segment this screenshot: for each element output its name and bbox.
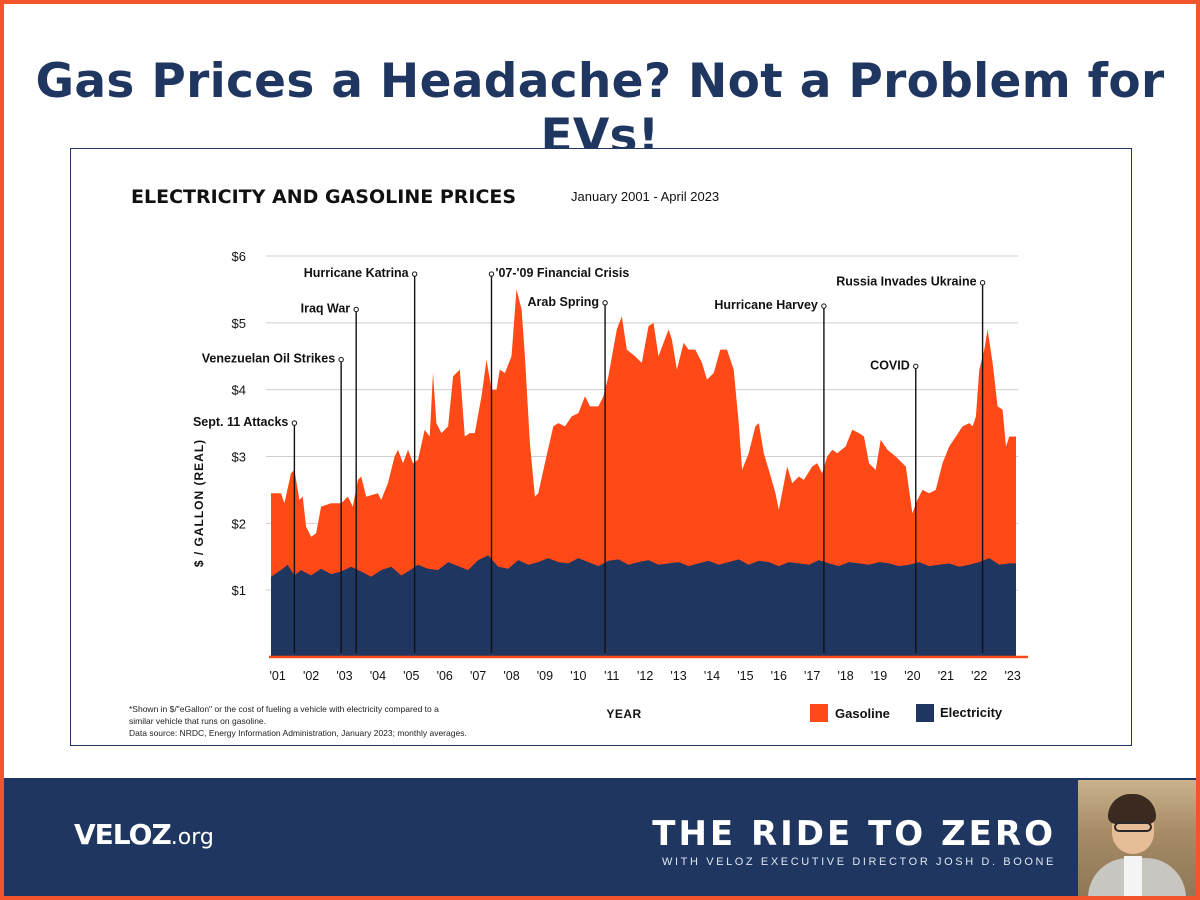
chart-panel: ELECTRICITY AND GASOLINE PRICES January … bbox=[70, 148, 1132, 746]
portrait-hair bbox=[1108, 794, 1156, 824]
annotation-dot bbox=[979, 280, 986, 286]
area-electricity bbox=[271, 555, 1016, 657]
footnote-line-3: Data source: NRDC, Energy Information Ad… bbox=[129, 728, 467, 738]
annotation-dot bbox=[353, 306, 359, 313]
portrait-collar bbox=[1124, 856, 1142, 896]
x-tick-label: '10 bbox=[570, 669, 586, 683]
x-tick-label: '14 bbox=[704, 669, 720, 683]
chart-legend: Gasoline Electricity bbox=[810, 704, 1003, 722]
legend-label-electricity: Electricity bbox=[940, 705, 1003, 720]
logo-main: VELOZ bbox=[74, 818, 172, 851]
annotation-dot bbox=[821, 303, 827, 309]
annotation-label: Hurricane Katrina bbox=[304, 266, 410, 280]
x-tick-label: '16 bbox=[771, 669, 787, 683]
x-tick-label: '21 bbox=[938, 669, 954, 683]
x-tick-label: '22 bbox=[971, 669, 987, 683]
y-axis-label: $ / GALLON (REAL) bbox=[192, 439, 206, 567]
annotation-label: Venezuelan Oil Strikes bbox=[202, 352, 335, 366]
chart-footnote: *Shown in $/"eGallon" or the cost of fue… bbox=[129, 704, 467, 738]
veloz-logo: VELOZ.org bbox=[74, 818, 214, 851]
y-tick-label: $2 bbox=[232, 516, 246, 531]
x-axis-label: YEAR bbox=[606, 707, 641, 721]
show-subtitle: WITH VELOZ EXECUTIVE DIRECTOR JOSH D. BO… bbox=[662, 856, 1056, 868]
x-tick-label: '01 bbox=[270, 669, 286, 683]
annotation-dot bbox=[488, 271, 495, 277]
annotation-label: Arab Spring bbox=[528, 295, 600, 309]
headline: Gas Prices a Headache? Not a Problem for… bbox=[35, 54, 1165, 164]
x-tick-label: '05 bbox=[403, 669, 419, 683]
portrait-glasses bbox=[1114, 822, 1152, 832]
x-tick-label: '23 bbox=[1005, 669, 1021, 683]
annotation-dot bbox=[291, 420, 298, 426]
annotation-dot bbox=[411, 271, 418, 277]
axes: $1 $2 $3 $4 $5 $6 '01 '02 '03 '04 '05 '06 '07 '08 '09 '… bbox=[232, 249, 1028, 683]
annotation-label: '07-'09 Financial Crisis bbox=[495, 266, 629, 280]
chart-title: ELECTRICITY AND GASOLINE PRICES bbox=[131, 186, 516, 208]
annotation-label: Iraq War bbox=[301, 301, 351, 315]
chart-subtitle: January 2001 - April 2023 bbox=[571, 189, 719, 204]
legend-label-gasoline: Gasoline bbox=[835, 706, 890, 721]
x-tick-label: '04 bbox=[370, 669, 386, 683]
x-tick-label: '13 bbox=[670, 669, 686, 683]
x-tick-label: '02 bbox=[303, 669, 319, 683]
logo-suffix: .org bbox=[170, 825, 214, 850]
annotation-dot bbox=[602, 300, 608, 306]
x-tick-label: '20 bbox=[904, 669, 920, 683]
x-tick-label: '11 bbox=[604, 669, 619, 683]
x-tick-label: '15 bbox=[737, 669, 753, 683]
y-tick-label: $6 bbox=[232, 249, 246, 264]
host-portrait bbox=[1078, 780, 1196, 896]
annotation-label: Sept. 11 Attacks bbox=[193, 415, 288, 429]
price-chart: ELECTRICITY AND GASOLINE PRICES January … bbox=[129, 186, 1028, 738]
y-tick-label: $3 bbox=[232, 450, 246, 465]
x-tick-label: '17 bbox=[804, 669, 820, 683]
annotation-dot bbox=[338, 356, 344, 363]
x-tick-label: '12 bbox=[637, 669, 653, 683]
footnote-line-1: *Shown in $/"eGallon" or the cost of fue… bbox=[129, 704, 439, 714]
area-series bbox=[271, 289, 1016, 657]
x-tick-label: '03 bbox=[336, 669, 352, 683]
x-tick-label: '18 bbox=[837, 669, 853, 683]
y-tick-label: $1 bbox=[232, 583, 246, 598]
y-tick-label: $5 bbox=[232, 316, 246, 331]
annotation-label: Russia Invades Ukraine bbox=[836, 275, 976, 289]
annotation-label: COVID bbox=[870, 358, 910, 372]
annotation-dot bbox=[913, 363, 919, 369]
annotation-label: Hurricane Harvey bbox=[714, 298, 818, 312]
x-tick-label: '09 bbox=[537, 669, 553, 683]
x-tick-label: '19 bbox=[871, 669, 887, 683]
show-title: THE RIDE TO ZERO bbox=[652, 814, 1056, 854]
legend-swatch-electricity bbox=[916, 704, 934, 722]
event-annotations: Sept. 11 Attacks Venezuelan Oil Strikes Ir… bbox=[193, 266, 986, 653]
x-tick-label: '07 bbox=[470, 669, 486, 683]
footnote-line-2: similar vehicle that runs on gasoline. bbox=[129, 716, 266, 726]
x-tick-label: '06 bbox=[437, 669, 453, 683]
x-tick-label: '08 bbox=[503, 669, 519, 683]
legend-swatch-gasoline bbox=[810, 704, 828, 722]
footer-banner: VELOZ.org THE RIDE TO ZERO WITH VELOZ EX… bbox=[4, 778, 1196, 896]
y-tick-label: $4 bbox=[232, 383, 246, 398]
